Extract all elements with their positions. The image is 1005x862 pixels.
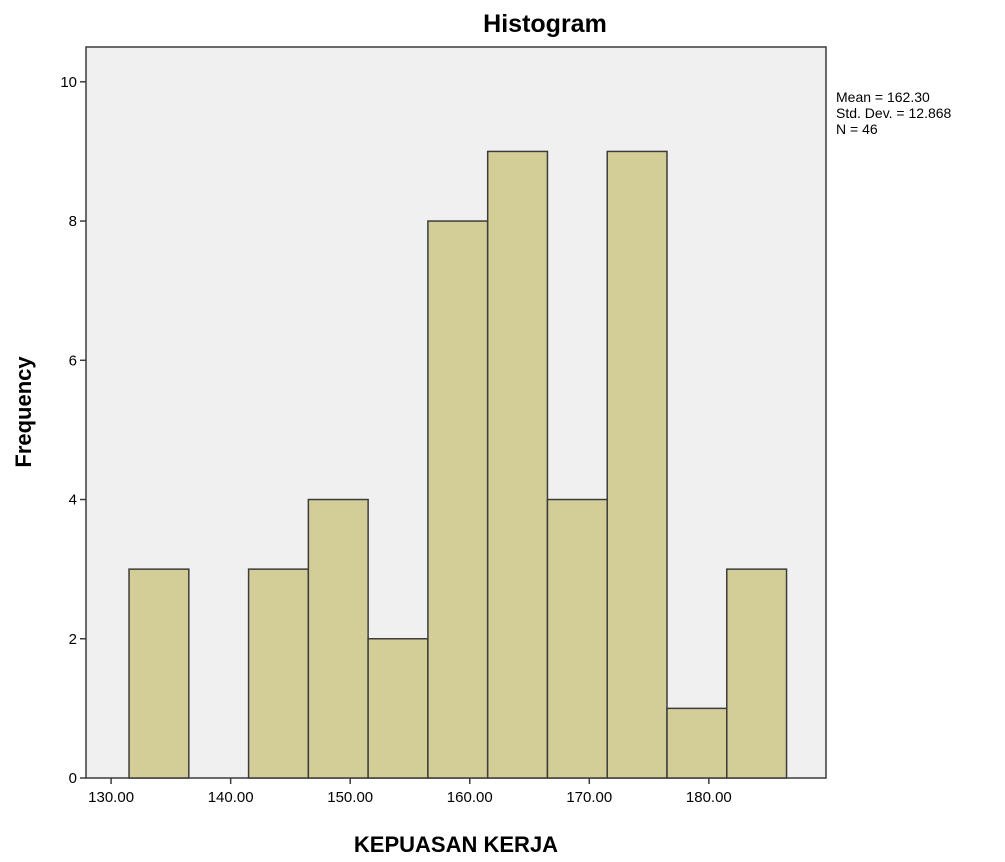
histogram-bar	[427, 220, 489, 779]
x-tick-label: 170.00	[566, 789, 612, 806]
x-tick-label: 140.00	[208, 789, 254, 806]
histogram-bar	[367, 638, 429, 779]
x-axis: 130.00 140.00 150.00 160.00 170.00 180.00	[88, 778, 732, 806]
chart-title: Histogram	[483, 10, 607, 38]
stat-std-dev: Std. Dev. = 12.868	[836, 105, 952, 121]
y-axis: 0 2 4 6 8 10	[60, 74, 86, 787]
histogram-bar	[606, 150, 668, 779]
histogram-bar	[666, 707, 728, 779]
y-tick-label: 6	[69, 352, 77, 369]
x-tick-label: 180.00	[686, 789, 732, 806]
histogram-bar	[128, 568, 190, 779]
histogram-bar	[546, 498, 608, 779]
y-tick-label: 10	[60, 74, 77, 91]
x-tick-label: 130.00	[88, 789, 134, 806]
y-tick-label: 0	[69, 770, 77, 787]
y-tick-label: 2	[69, 631, 77, 648]
histogram-bar	[307, 498, 369, 779]
y-tick-label: 4	[69, 492, 77, 509]
x-axis-label: KEPUASAN KERJA	[354, 832, 558, 857]
y-axis-label: Frequency	[11, 356, 36, 468]
x-tick-label: 160.00	[447, 789, 493, 806]
x-tick-label: 150.00	[327, 789, 373, 806]
histogram-bars	[128, 150, 788, 779]
histogram-bar	[726, 568, 788, 779]
histogram-bar	[247, 568, 310, 779]
stat-mean: Mean = 162.30	[836, 89, 930, 105]
stat-n: N = 46	[836, 121, 878, 137]
y-tick-label: 8	[69, 213, 77, 230]
histogram-bar	[486, 150, 549, 779]
summary-statistics: Mean = 162.30 Std. Dev. = 12.868 N = 46	[836, 89, 952, 137]
